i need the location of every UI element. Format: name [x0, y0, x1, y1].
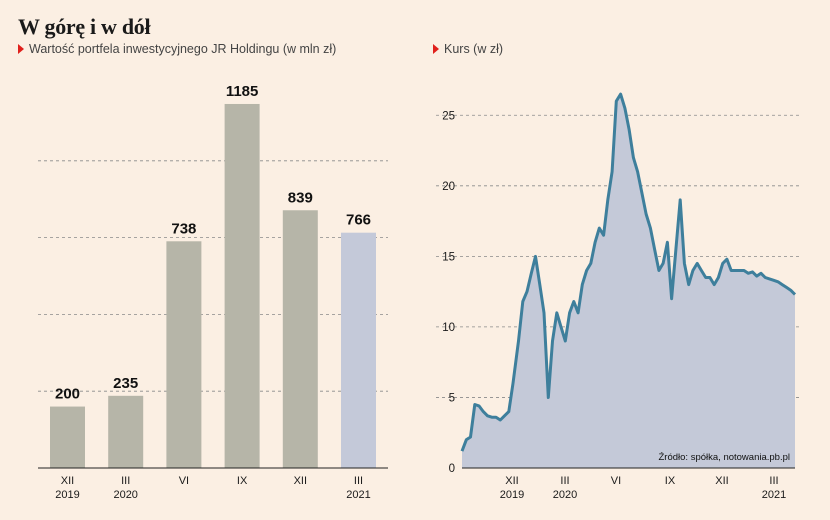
- line-y-tick-label: 0: [449, 463, 455, 475]
- bar-x-tick-label: IX: [237, 475, 248, 487]
- line-y-tick-label: 25: [442, 110, 455, 122]
- line-x-tick-year: 2019: [500, 489, 524, 501]
- bar-value-label: 766: [346, 212, 371, 229]
- line-y-tick-label: 5: [449, 392, 455, 404]
- bar-value-label: 200: [55, 386, 80, 403]
- line-x-tick-label: VI: [611, 475, 621, 487]
- bar-chart-subtitle-text: Wartość portfela inwestycyjnego JR Holdi…: [29, 42, 337, 56]
- line-y-tick-label: 10: [442, 322, 455, 334]
- bar-0: [50, 406, 85, 468]
- bar-x-tick-year: 2020: [113, 489, 137, 501]
- source-note: Źródło: spółka, notowania.pb.pl: [658, 452, 791, 463]
- bar-x-tick-label: XII: [61, 475, 74, 487]
- bar-value-label: 839: [288, 189, 313, 206]
- line-x-tick-year: 2021: [762, 489, 786, 501]
- line-chart-subtitle-text: Kurs (w zł): [444, 42, 504, 56]
- line-y-tick-label: 20: [442, 181, 455, 193]
- bar-3: [224, 103, 260, 468]
- bar-x-tick-label: III: [121, 475, 130, 487]
- marker-triangle-icon: [433, 44, 439, 54]
- line-x-tick-label: III: [560, 475, 569, 487]
- bar-2: [166, 241, 202, 468]
- line-x-tick-year: 2020: [553, 489, 577, 501]
- bar-x-tick-year: 2021: [346, 489, 370, 501]
- bar-4: [282, 210, 318, 468]
- marker-triangle-icon: [18, 44, 24, 54]
- bar-value-label: 235: [113, 375, 138, 392]
- bar-chart-subtitle: Wartość portfela inwestycyjnego JR Holdi…: [18, 42, 336, 56]
- bar-value-label: 1185: [226, 83, 259, 100]
- bar-5: [341, 232, 376, 468]
- bar-x-tick-label: III: [354, 475, 363, 487]
- line-y-tick-label: 15: [442, 251, 455, 263]
- bar-x-tick-label: VI: [179, 475, 189, 487]
- bar-x-tick-year: 2019: [55, 489, 79, 501]
- chart-title: W górę i w dół: [18, 14, 151, 39]
- price-line: [460, 92, 797, 452]
- line-x-tick-label: XII: [715, 475, 728, 487]
- line-chart-subtitle: Kurs (w zł): [433, 42, 503, 56]
- bar-value-label: 738: [171, 220, 196, 237]
- bar-x-tick-label: XII: [294, 475, 307, 487]
- bar-1: [108, 395, 144, 468]
- line-x-tick-label: XII: [505, 475, 518, 487]
- line-x-tick-label: IX: [665, 475, 676, 487]
- price-area: [462, 94, 795, 468]
- line-x-tick-label: III: [769, 475, 778, 487]
